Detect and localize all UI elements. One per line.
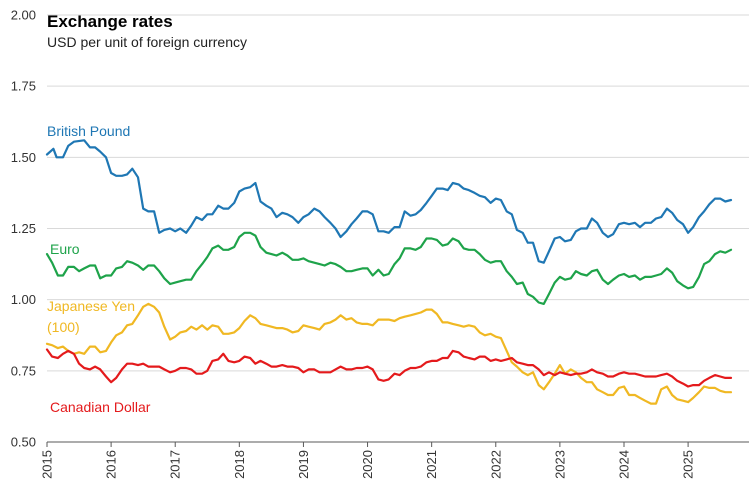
x-axis-ticks: 2015 2016 2017 2018 2019 2020 2021 2022 2023 2024… <box>40 442 696 479</box>
series-line-british-pound <box>45 139 733 264</box>
x-tick-label: 2023 <box>552 450 567 479</box>
y-tick-label: 0.50 <box>11 435 36 450</box>
series-line-japanese-yen-100 <box>45 302 733 405</box>
x-tick-label: 2018 <box>232 450 247 479</box>
series-label-euro: Euro <box>50 241 80 257</box>
series-lines <box>45 139 733 405</box>
y-tick-label: 0.75 <box>11 363 36 378</box>
chart-title: Exchange rates <box>47 12 173 31</box>
x-tick-label: 2015 <box>40 450 55 479</box>
y-axis-ticks: 0.50 0.75 1.00 1.25 1.50 1.75 2.00 <box>11 8 36 450</box>
series-label-japanese-yen-100: Japanese Yen <box>47 298 135 314</box>
x-tick-label: 2017 <box>168 450 183 479</box>
y-tick-label: 2.00 <box>11 8 36 23</box>
y-tick-label: 1.75 <box>11 79 36 94</box>
series-label-japanese-yen-100: (100) <box>47 319 80 335</box>
x-tick-label: 2025 <box>681 450 696 479</box>
series-label-british-pound: British Pound <box>47 123 130 139</box>
x-tick-label: 2019 <box>296 450 311 479</box>
series-labels: British Pound Euro Japanese Yen (100) Canadi… <box>47 123 151 415</box>
gridlines <box>47 14 749 372</box>
series-line-canadian-dollar <box>45 348 733 388</box>
y-tick-label: 1.25 <box>11 221 36 236</box>
x-tick-label: 2020 <box>360 450 375 479</box>
series-label-canadian-dollar: Canadian Dollar <box>50 399 151 415</box>
x-tick-label: 2024 <box>616 450 631 479</box>
x-tick-label: 2016 <box>104 450 119 479</box>
series-line-euro <box>45 231 733 305</box>
y-tick-label: 1.50 <box>11 150 36 165</box>
chart-subtitle: USD per unit of foreign currency <box>47 34 247 50</box>
y-tick-label: 1.00 <box>11 292 36 307</box>
x-tick-label: 2022 <box>488 450 503 479</box>
x-tick-label: 2021 <box>424 450 439 479</box>
